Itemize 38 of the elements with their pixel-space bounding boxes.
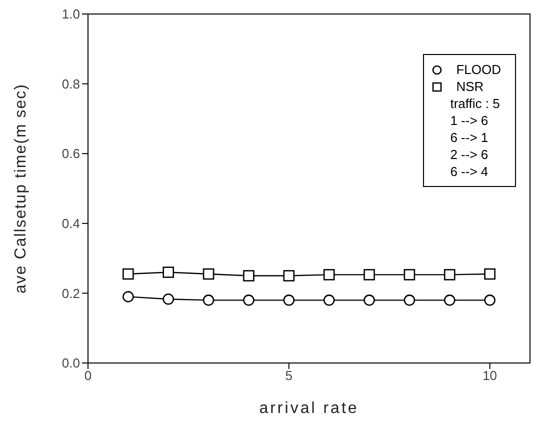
y-tick-label: 0.2	[62, 286, 80, 301]
point	[364, 294, 375, 306]
point	[283, 294, 295, 306]
legend-label: FLOOD	[456, 61, 501, 78]
x-axis-title: arrival rate	[259, 400, 359, 417]
point	[122, 268, 134, 280]
point	[283, 270, 295, 282]
point	[444, 294, 456, 306]
point	[484, 294, 496, 306]
point	[162, 266, 174, 278]
x-tick-label: 0	[84, 368, 92, 384]
y-tick-label: 0.6	[62, 146, 80, 162]
point	[364, 269, 375, 280]
y-tick-label: 1.0	[62, 6, 80, 22]
point	[484, 268, 496, 280]
point	[243, 270, 254, 282]
point	[404, 269, 416, 280]
point	[323, 294, 335, 306]
point	[323, 269, 335, 280]
legend-label: NSR	[456, 78, 484, 95]
y-tick-label: 0.4	[62, 216, 80, 232]
point	[162, 293, 174, 305]
point	[122, 291, 134, 302]
point	[202, 268, 214, 280]
annotation: 1 --> 6	[450, 112, 490, 129]
annotation: traffic : 5	[450, 95, 501, 112]
annotation: 6 --> 4	[450, 163, 490, 180]
point	[404, 294, 416, 306]
annotation: 2 --> 6	[450, 146, 490, 163]
y-axis-title: ave Callsetup time(m sec)	[12, 84, 30, 294]
annotation: 6 --> 1	[450, 129, 490, 146]
y-tick-label: 0.8	[62, 76, 80, 92]
point	[243, 294, 254, 306]
y-tick-label: 0.0	[62, 356, 80, 371]
x-tick-label: 5	[285, 368, 293, 384]
point	[444, 269, 456, 280]
x-tick-label: 10	[482, 368, 498, 384]
point	[202, 294, 214, 306]
